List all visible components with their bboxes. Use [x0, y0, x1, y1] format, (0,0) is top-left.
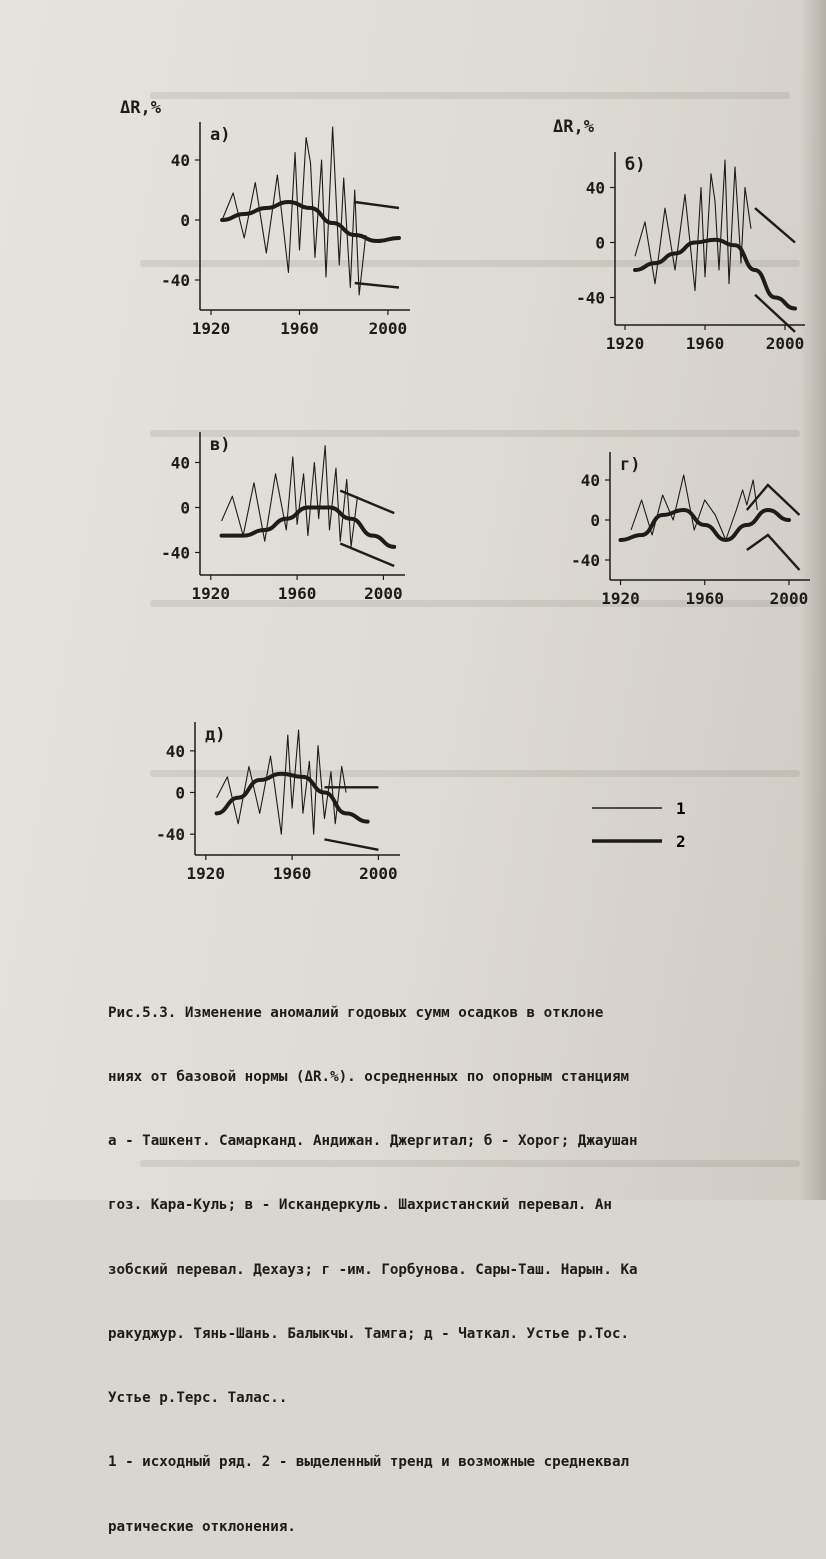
std-upper-line: [339, 489, 395, 515]
trend-line: [633, 237, 797, 311]
y-tick-label: -40: [576, 289, 605, 308]
bleed-through-line: [140, 1160, 800, 1167]
panel-label: б): [625, 155, 645, 175]
y-tick-label: -40: [156, 825, 185, 844]
caption-line: а - Ташкент. Самарканд. Андижан. Джергит…: [108, 1133, 638, 1150]
x-tick-label: 1960: [273, 864, 312, 883]
y-tick-label: 40: [171, 454, 190, 473]
bleed-through-line: [150, 600, 800, 607]
observed-series-line: [216, 729, 347, 835]
std-lower-line: [339, 542, 395, 568]
x-tick-label: 1960: [685, 589, 724, 608]
std-lower-line: [754, 293, 796, 333]
observed-series-line: [221, 445, 359, 548]
x-tick-label: 2000: [770, 589, 809, 608]
std-lower-line: [354, 281, 400, 289]
x-tick-label: 1920: [187, 864, 226, 883]
x-tick-label: 1920: [192, 584, 231, 603]
caption-line: ратические отклонения.: [108, 1518, 296, 1535]
observed-series-line: [634, 159, 752, 292]
chart-panel-c: в) 40 0 -40 1920 1960 2000: [161, 432, 405, 603]
legend-label-2: 2: [676, 832, 686, 851]
y-tick-label: 0: [175, 784, 185, 803]
caption-line: ниях от базовой нормы (ΔR.%). осредненны…: [108, 1069, 630, 1086]
std-upper-line: [354, 200, 400, 210]
std-lower-line: [324, 838, 379, 851]
page-background: [0, 0, 826, 1200]
y-tick-label: 40: [166, 742, 185, 761]
x-tick-label: 1960: [280, 319, 319, 338]
chart-legend: 1 2: [592, 799, 686, 851]
y-tick-label: 40: [171, 151, 190, 170]
y-tick-label: 0: [595, 234, 605, 253]
caption-line: зобский перевал. Дехауз; г -им. Горбунов…: [108, 1261, 638, 1278]
x-tick-label: 1960: [686, 334, 725, 353]
x-tick-label: 2000: [766, 334, 805, 353]
caption-line: ракуджур. Тянь-Шань. Балыкчы. Тамга; д -…: [108, 1325, 630, 1342]
panel-label: г): [620, 455, 640, 475]
x-tick-label: 2000: [364, 584, 403, 603]
caption-line: 1 - исходный ряд. 2 - выделенный тренд и…: [108, 1454, 630, 1471]
legend-label-1: 1: [676, 799, 686, 818]
trend-line: [618, 507, 791, 543]
page-edge-shadow: [800, 0, 826, 1200]
y-tick-label: 0: [590, 511, 600, 530]
y-axis-title: ΔR,%: [553, 117, 595, 137]
chart-panel-a: а) ΔR,% 40 0 -40 1920 1960 2000: [120, 98, 410, 338]
std-lower-line: [746, 533, 801, 571]
y-tick-label: -40: [571, 551, 600, 570]
observed-series-line: [221, 126, 367, 296]
panel-label: в): [210, 435, 230, 455]
figure-caption: Рис.5.3. Изменение аномалий годовых сумм…: [108, 960, 808, 1559]
x-tick-label: 2000: [369, 319, 408, 338]
x-tick-label: 2000: [359, 864, 398, 883]
trend-line: [219, 505, 397, 549]
bleed-through-line: [140, 260, 800, 267]
x-tick-label: 1960: [278, 584, 317, 603]
chart-panel-b: б) ΔR,% 40 0 -40 1920 1960 2000: [553, 117, 805, 353]
caption-line: гоз. Кара-Куль; в - Искандеркуль. Шахрис…: [108, 1197, 612, 1214]
bleed-through-line: [150, 770, 800, 777]
y-axis-title: ΔR,%: [120, 98, 162, 118]
std-upper-line: [754, 207, 796, 244]
bleed-through-line: [150, 92, 790, 99]
y-tick-label: 40: [586, 179, 605, 198]
chart-panel-e: д) 40 0 -40 1920 1960 2000: [156, 722, 400, 883]
bleed-through-line: [150, 430, 800, 437]
y-tick-label: 40: [581, 471, 600, 490]
panel-label: д): [205, 725, 225, 745]
x-tick-label: 1920: [606, 334, 645, 353]
y-tick-label: -40: [161, 544, 190, 563]
y-tick-label: -40: [161, 271, 190, 290]
x-tick-label: 1920: [601, 589, 640, 608]
y-tick-label: 0: [180, 211, 190, 230]
panel-label: а): [210, 125, 230, 145]
x-tick-label: 1920: [192, 319, 231, 338]
y-tick-label: 0: [180, 499, 190, 518]
caption-line: Устье р.Терс. Талас..: [108, 1390, 288, 1407]
trend-line: [214, 771, 370, 824]
std-upper-line: [745, 483, 801, 516]
caption-line: Рис.5.3. Изменение аномалий годовых сумм…: [108, 1004, 604, 1021]
trend-line: [220, 199, 401, 244]
